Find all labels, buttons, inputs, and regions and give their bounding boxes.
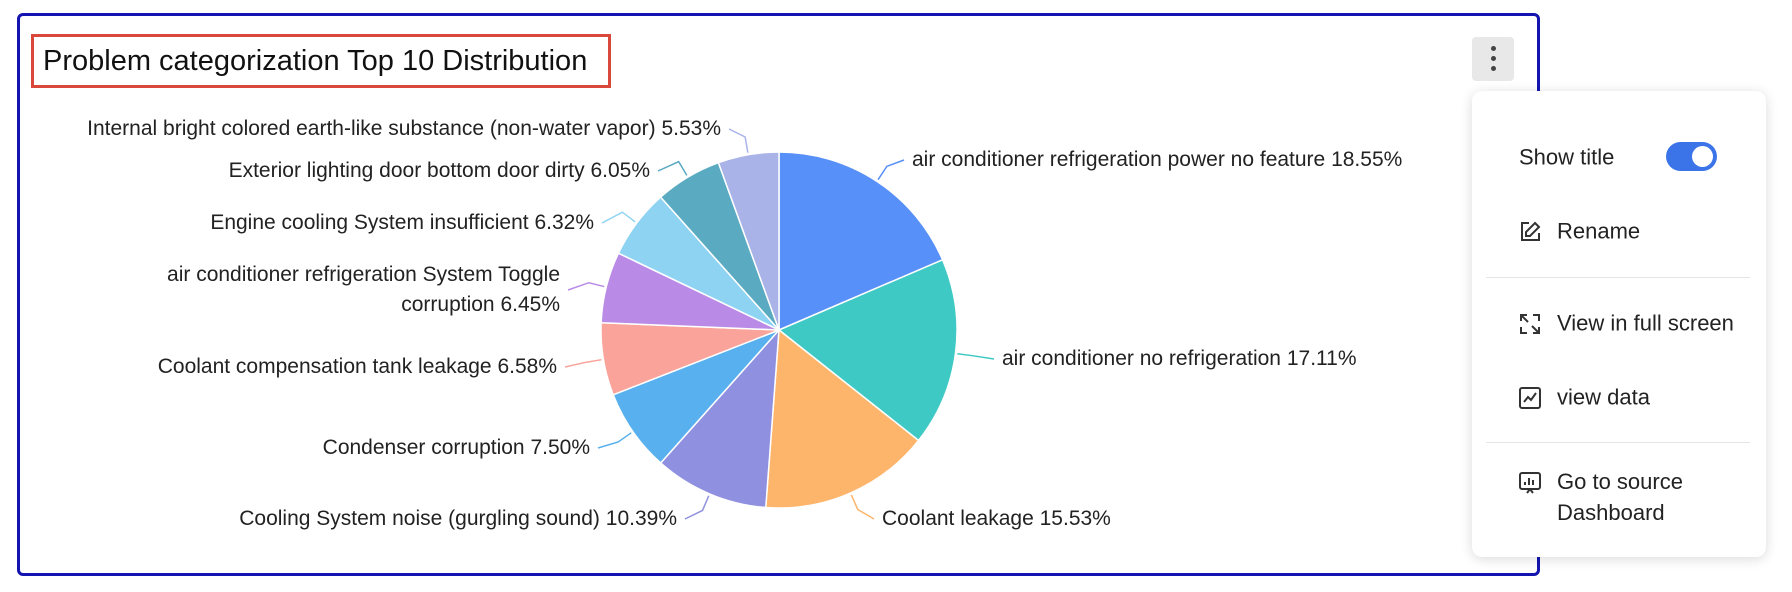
toggle-knob — [1692, 146, 1713, 167]
category-name: Engine cooling System insufficient — [210, 211, 529, 234]
value-label: 6.45% — [500, 293, 560, 316]
category-name: air conditioner refrigeration System Tog… — [167, 263, 560, 316]
slice-label: Condenser corruption 7.50% — [323, 433, 590, 463]
value-label: 6.05% — [590, 159, 650, 182]
category-name: Internal bright colored earth-like subst… — [87, 117, 656, 140]
slice-label: Exterior lighting door bottom door dirty… — [229, 156, 650, 186]
slice-label: Internal bright colored earth-like subst… — [87, 114, 721, 144]
slice-label: air conditioner no refrigeration 17.11% — [1002, 344, 1357, 374]
context-menu: Show title Rename View in full screen vi… — [1472, 91, 1766, 557]
value-label: 15.53% — [1039, 507, 1111, 530]
leader-line — [657, 160, 688, 176]
pie-slice — [764, 328, 920, 509]
category-name: air conditioner refrigeration power no f… — [912, 148, 1326, 171]
fullscreen-icon — [1520, 314, 1540, 334]
pie-slice — [778, 151, 944, 332]
leader-line — [601, 211, 636, 224]
view-data-icon — [1519, 387, 1541, 409]
rename-icon — [1521, 221, 1541, 241]
category-name: Exterior lighting door bottom door dirty — [228, 159, 585, 182]
slice-label: Engine cooling System insufficient 6.32% — [210, 208, 594, 238]
menu-item[interactable]: Go to source Dashboard — [1557, 469, 1683, 525]
slice-label: air conditioner refrigeration power no f… — [912, 145, 1402, 175]
leader-line — [564, 358, 602, 368]
leader-line — [728, 128, 749, 153]
more-button[interactable] — [1472, 37, 1514, 81]
value-label: 17.11% — [1286, 347, 1357, 370]
chart-title: Problem categorization Top 10 Distributi… — [31, 34, 611, 88]
value-label: 6.32% — [534, 211, 594, 234]
pie-slice — [659, 327, 780, 509]
category-name: Cooling System noise (gurgling sound) — [239, 507, 600, 530]
value-label: 6.58% — [497, 355, 557, 378]
leader-line — [567, 281, 605, 291]
category-name: Condenser corruption — [322, 436, 525, 459]
divider — [1486, 277, 1750, 278]
category-name: Coolant leakage — [882, 507, 1034, 530]
leader-line — [877, 159, 905, 181]
menu-item[interactable]: View in full screen — [1557, 310, 1734, 336]
show-title-label: Show title — [1519, 144, 1615, 170]
divider — [1486, 442, 1750, 443]
menu-item[interactable]: view data — [1557, 384, 1650, 410]
leader-line — [957, 352, 995, 360]
slice-label: air conditioner refrigeration System Tog… — [140, 260, 560, 320]
menu-item[interactable]: Rename — [1557, 218, 1641, 244]
pie-slice — [777, 258, 958, 442]
slice-label: Cooling System noise (gurgling sound) 10… — [239, 504, 677, 534]
slice-label: Coolant compensation tank leakage 6.58% — [158, 352, 557, 382]
value-label: 18.55% — [1331, 148, 1403, 171]
leader-line — [850, 494, 875, 520]
value-label: 7.50% — [530, 436, 590, 459]
dashboard-icon — [1519, 472, 1541, 494]
leader-line — [684, 495, 710, 520]
category-name: Coolant compensation tank leakage — [157, 355, 492, 378]
leader-line — [597, 432, 632, 449]
pie-slice — [717, 151, 780, 331]
value-label: 10.39% — [605, 507, 677, 530]
value-label: 5.53% — [661, 117, 721, 140]
show-title-toggle[interactable] — [1666, 142, 1717, 171]
slice-label: Coolant leakage 15.53% — [882, 504, 1111, 534]
category-name: air conditioner no refrigeration — [1002, 347, 1281, 370]
